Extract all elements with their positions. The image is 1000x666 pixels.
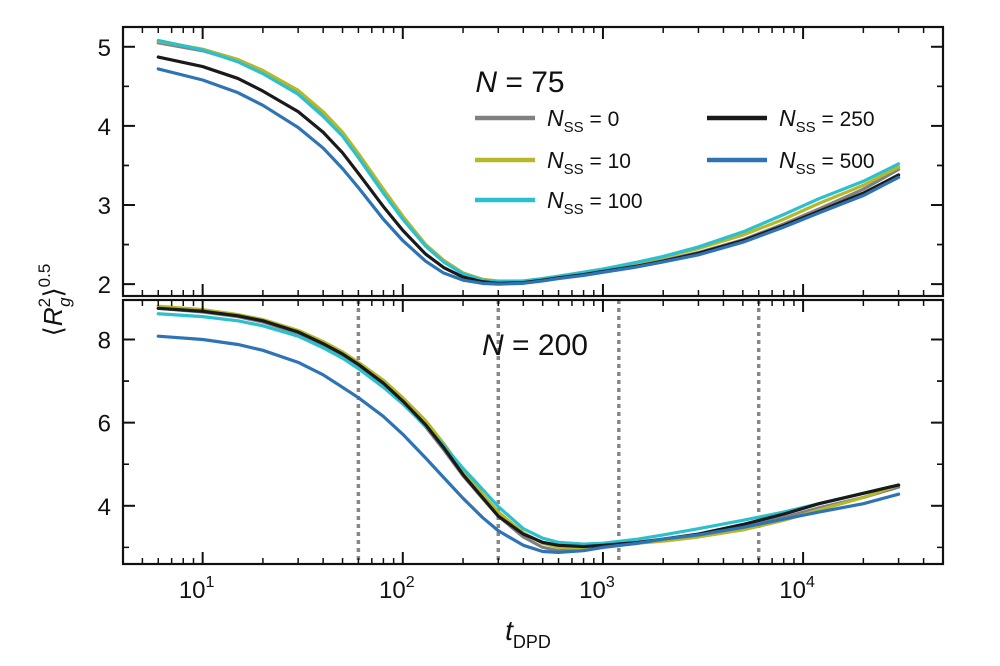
y-tick-label: 8 (98, 327, 111, 354)
y-tick-label: 4 (98, 494, 111, 521)
panel-title: N = 75 (475, 66, 564, 99)
plot-frame (121, 25, 945, 298)
x-tick-label: 102 (379, 574, 415, 604)
y-tick-label: 3 (98, 193, 111, 220)
x-tick-label: 101 (179, 574, 215, 604)
legend-label: NSS = 250 (779, 105, 875, 136)
lower-panel-n200: 4 6 8 N = 200 (98, 298, 945, 566)
legend-label: NSS = 10 (547, 147, 631, 178)
y-tick-label: 2 (98, 272, 111, 299)
series-line-n-ss-500 (156, 334, 901, 554)
plot-frame (121, 298, 945, 566)
y-axis-label: ⟨R2g⟩0.5 (35, 264, 74, 337)
y-tick-label: 5 (98, 35, 111, 62)
series-line-n-ss-500 (156, 67, 901, 286)
series-line-n-ss-250 (156, 306, 901, 549)
y-tick-label: 6 (98, 411, 111, 438)
series-line-n-ss-100 (156, 312, 901, 546)
panel-title: N = 200 (482, 329, 588, 362)
legend: NSS = 0 NSS = 10 NSS = 100 NSS = 250 NSS = 5… (475, 105, 875, 218)
series-line-n-ss-10 (156, 304, 901, 550)
x-tick-label: 104 (779, 574, 815, 604)
legend-label: NSS = 100 (547, 187, 643, 218)
x-tick-label: 103 (579, 574, 615, 604)
legend-label: NSS = 0 (547, 105, 619, 136)
upper-panel-n75: 2 3 4 5 N = 75 (98, 25, 945, 299)
y-tick-label: 4 (98, 114, 111, 141)
x-axis-label: tDPD (505, 615, 551, 652)
legend-label: NSS = 500 (779, 147, 875, 178)
